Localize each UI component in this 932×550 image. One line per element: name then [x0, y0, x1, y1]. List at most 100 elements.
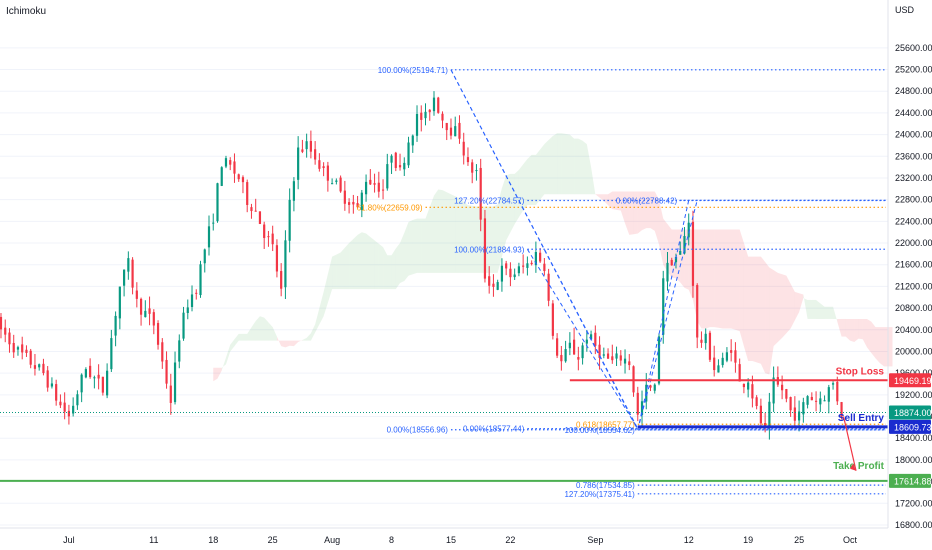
candle-body	[466, 157, 470, 163]
cloud-segment	[493, 204, 498, 273]
candle-body	[343, 190, 346, 204]
cloud-segment	[561, 133, 566, 195]
candle-body	[390, 155, 393, 163]
candle-body	[101, 376, 104, 393]
candle-body	[556, 338, 559, 356]
cloud-segment	[429, 195, 434, 273]
price-tick-label: 21200.00	[895, 281, 932, 291]
candle-body	[377, 182, 380, 192]
level-name-label: Sell Entry	[838, 413, 885, 424]
candle-body	[687, 222, 690, 238]
take-profit-badge	[889, 473, 931, 488]
fib-level-label: 127.20%(17375.41)	[564, 490, 635, 499]
cloud-segment	[255, 316, 260, 341]
price-tick-label: 21600.00	[895, 260, 932, 270]
candle-body	[696, 285, 699, 338]
cloud-segment	[476, 206, 481, 273]
candle-body	[539, 252, 542, 262]
cloud-segment	[455, 196, 460, 273]
candle-body	[483, 218, 487, 279]
candle-body	[806, 396, 809, 405]
candle-body	[717, 365, 720, 373]
fib-level-label: 61.80%(22659.09)	[357, 203, 423, 212]
candle-body	[462, 141, 465, 156]
candle-body	[437, 97, 440, 113]
candle-body	[122, 269, 126, 286]
candle-body	[80, 374, 83, 393]
candle-body	[301, 149, 304, 152]
cloud-segment	[888, 327, 893, 367]
candle-body	[0, 316, 3, 330]
candle-body	[173, 362, 177, 403]
candle-body	[190, 294, 194, 307]
price-tick-label: 23200.00	[895, 173, 932, 183]
cloud-segment	[718, 229, 723, 329]
cloud-segment	[425, 207, 430, 273]
cloud-segment	[743, 243, 749, 361]
candle-body	[207, 226, 211, 248]
candle-body	[318, 160, 321, 169]
cloud-segment	[391, 248, 396, 290]
cloud-segment	[293, 340, 299, 347]
price-tick-label: 25200.00	[895, 65, 932, 75]
candle-body	[691, 221, 695, 286]
stop-loss-badge-label: 19469.19	[894, 376, 932, 386]
cloud-segment	[884, 327, 889, 367]
fib-level-label: 127.20%(22784.57)	[454, 197, 525, 206]
candle-body	[144, 310, 147, 318]
take-profit-badge-label: 17614.88	[894, 476, 932, 486]
candle-body	[700, 339, 703, 343]
sell-entry-badge	[889, 419, 931, 434]
cloud-segment	[535, 149, 541, 206]
cloud-segment	[221, 357, 226, 371]
cloud-segment	[654, 191, 659, 245]
candle-body	[589, 334, 593, 340]
candle-body	[606, 353, 610, 359]
candle-body	[734, 350, 737, 363]
cloud-segment	[705, 229, 710, 329]
candle-body	[649, 385, 652, 388]
cloud-segment	[722, 229, 727, 329]
cloud-segment	[663, 218, 668, 272]
cloud-segment	[315, 308, 320, 333]
cloud-segment	[735, 229, 740, 332]
cloud-segment	[552, 133, 558, 195]
candle-body	[781, 384, 784, 391]
time-tick-label: 19	[743, 535, 753, 545]
cloud-segment	[531, 154, 536, 206]
candle-body	[347, 202, 351, 205]
cloud-segment	[629, 191, 634, 235]
candle-body	[449, 127, 453, 136]
cloud-segment	[434, 189, 439, 273]
candle-body	[263, 224, 266, 238]
cloud-segment	[264, 317, 269, 341]
cloud-segment	[527, 154, 532, 206]
candle-body	[789, 397, 792, 411]
candle-body	[284, 240, 287, 288]
cloud-segment	[349, 238, 354, 290]
fib-level-label: 0.00%(22788.42)	[616, 196, 678, 205]
candle-body	[636, 392, 639, 415]
candle-body	[288, 199, 291, 241]
level-name-label: Take Profit	[833, 461, 885, 472]
time-tick-label: 18	[208, 535, 218, 545]
candle-body	[585, 339, 588, 344]
cloud-segment	[642, 191, 647, 231]
cloud-segment	[353, 234, 358, 290]
candle-body	[445, 122, 448, 131]
fib-level-label: 100.00%(25194.71)	[378, 66, 449, 75]
candle-body	[280, 271, 283, 289]
candle-body	[195, 292, 198, 294]
cloud-segment	[281, 340, 286, 348]
candle-body	[59, 401, 62, 406]
cloud-segment	[837, 318, 842, 337]
cloud-segment	[276, 336, 282, 347]
candle-body	[572, 339, 576, 355]
price-tick-label: 18400.00	[895, 433, 932, 443]
cloud-segment	[400, 232, 405, 284]
candle-body	[488, 276, 491, 286]
candle-body	[178, 340, 181, 362]
cloud-segment	[612, 191, 617, 210]
cloud-segment	[782, 274, 787, 338]
